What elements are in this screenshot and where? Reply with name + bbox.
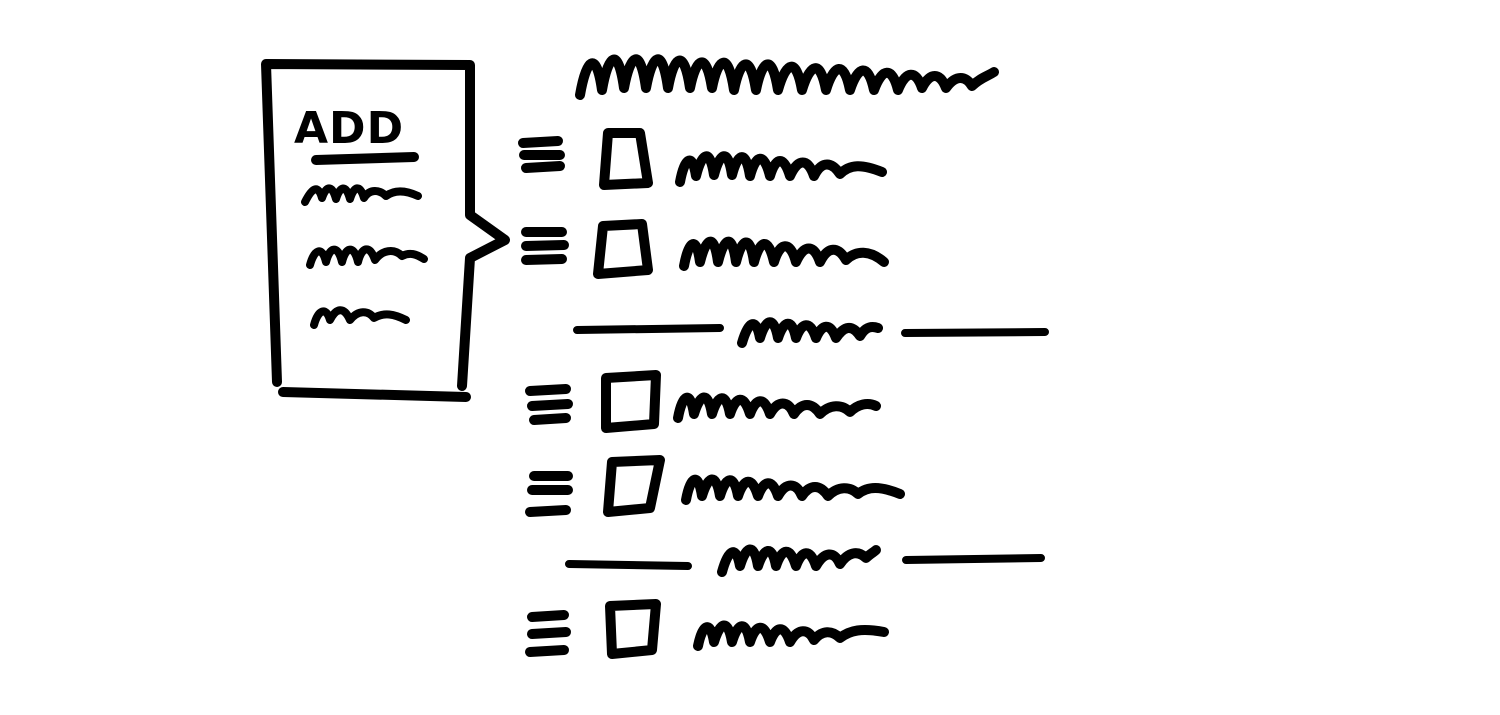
drag-handle-icon[interactable]: [525, 610, 571, 657]
menu-option-2[interactable]: [306, 245, 428, 269]
list-item[interactable]: [525, 455, 905, 517]
section-divider: [565, 544, 1045, 577]
divider-line-right: [902, 554, 1045, 564]
section-label: [737, 317, 883, 348]
list-item[interactable]: [518, 128, 887, 190]
list-item-label: [693, 620, 889, 651]
divider-line-left: [565, 560, 692, 570]
popover-frame: [261, 59, 510, 402]
checkbox-icon[interactable]: [593, 219, 653, 279]
popover-title: ADD: [294, 103, 404, 154]
section-divider: [573, 317, 1049, 348]
section-label: [717, 544, 881, 577]
list-item[interactable]: [521, 219, 889, 279]
menu-option-3[interactable]: [310, 306, 410, 329]
divider-line-right: [901, 328, 1049, 337]
checkbox-icon[interactable]: [603, 455, 665, 517]
list-title: [575, 54, 999, 100]
popover-title-underline: [311, 152, 419, 165]
checkbox-icon[interactable]: [605, 599, 661, 659]
menu-option-1[interactable]: [301, 184, 422, 206]
list-item[interactable]: [525, 370, 881, 433]
list-item-label: [681, 474, 905, 505]
divider-line-left: [573, 324, 724, 334]
checkbox-icon[interactable]: [599, 128, 653, 190]
drag-handle-icon[interactable]: [518, 136, 565, 173]
checkbox-icon[interactable]: [601, 370, 661, 433]
list-item-label: [675, 151, 887, 187]
drag-handle-icon[interactable]: [521, 227, 569, 265]
list-item-label: [679, 236, 889, 271]
list-item[interactable]: [525, 599, 889, 659]
list-item-label: [673, 392, 881, 423]
drag-handle-icon[interactable]: [525, 384, 573, 425]
add-menu-popover: ADD: [261, 59, 510, 402]
drag-handle-icon[interactable]: [525, 471, 573, 517]
